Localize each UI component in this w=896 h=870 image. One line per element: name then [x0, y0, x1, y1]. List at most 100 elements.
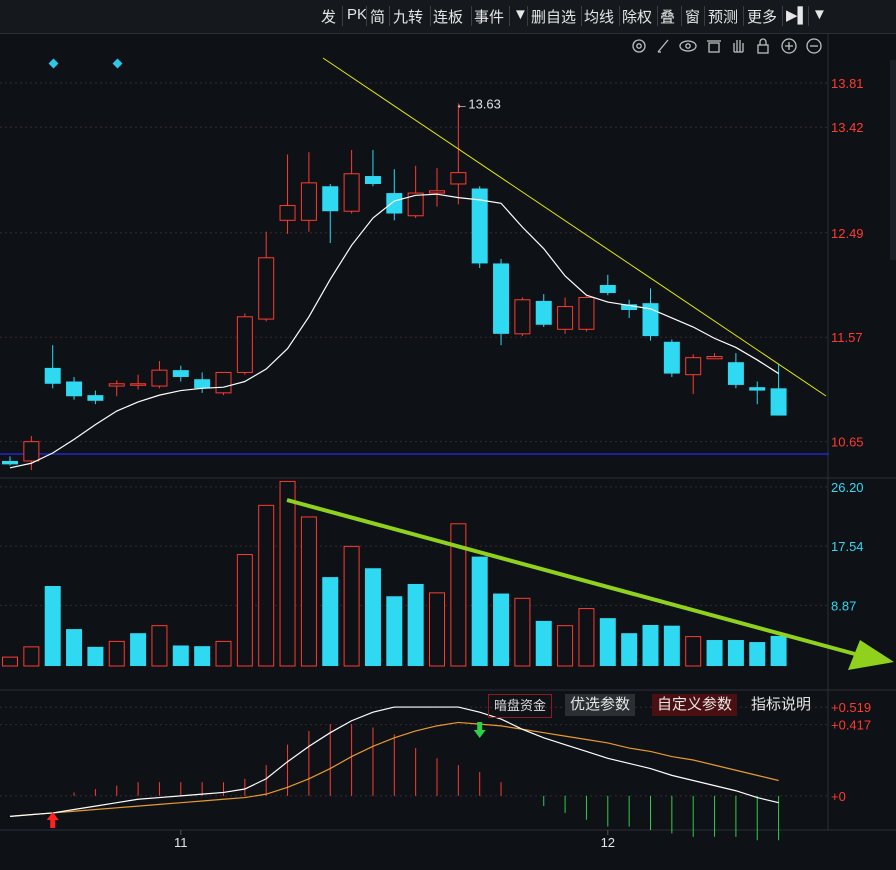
volume-tick-label: 8.87 [831, 598, 856, 613]
volume-bar [663, 625, 680, 666]
toolbar-separator [808, 6, 809, 26]
volume-bar [236, 554, 253, 667]
trend-line [322, 57, 827, 397]
dark-pool-fund-button[interactable]: 暗盘资金 [488, 694, 553, 718]
toolbar-separator [366, 6, 367, 26]
preferred-params-button[interactable]: 优选参数 [565, 694, 636, 716]
toolbar-item-12[interactable]: 预测 [708, 9, 739, 26]
zoom-out-icon[interactable] [806, 38, 822, 54]
toolbar-separator [581, 6, 582, 26]
toolbar-item-14[interactable]: ▶▌ [786, 7, 809, 24]
pen-icon-stroke [657, 39, 669, 53]
toolbar-separator [743, 6, 744, 26]
xaxis-tick-label: 11 [174, 835, 188, 850]
candle [749, 381, 766, 405]
zoom-in-icon[interactable] [781, 38, 797, 54]
volume-bar [749, 642, 766, 666]
price-tick-label: 13.42 [831, 120, 864, 135]
candle [300, 152, 317, 232]
volume-bar [727, 640, 744, 666]
volume-bar [215, 640, 232, 667]
candle-body [300, 182, 317, 221]
toolbar-item-9[interactable]: 除权 [622, 9, 653, 26]
toolbar-item-11[interactable]: 窗 [685, 9, 701, 26]
candle-body [44, 367, 61, 384]
candle-body [727, 362, 744, 385]
candle [642, 288, 659, 341]
indicator-description-button[interactable]: 指标说明 [751, 696, 812, 713]
candle-body [514, 299, 531, 335]
toolbar-item-10[interactable]: 叠 [660, 9, 676, 26]
volume-bar [2, 656, 18, 667]
toolbar-item-5[interactable]: 事件 [474, 9, 505, 26]
eye-icon[interactable] [679, 40, 697, 52]
trash-icon-body [708, 42, 720, 53]
toolbar-item-8[interactable]: 均线 [584, 9, 615, 26]
candle [599, 274, 616, 296]
volume-bar [685, 636, 702, 667]
candle-body [770, 388, 787, 416]
stock-chart: 13.81 13.42 12.49 11.57 10.65 ←13.63 26.20 17.5… [0, 33, 896, 850]
buy-signal-arrow-icon [46, 812, 59, 828]
volume-bar [279, 480, 296, 667]
candle-body [66, 381, 83, 397]
candle [706, 353, 723, 360]
volume-bar [706, 640, 723, 666]
candle-body [706, 356, 723, 360]
hand-icon[interactable] [733, 40, 744, 53]
candle [151, 361, 168, 389]
candle-body [87, 395, 104, 401]
candle [450, 103, 467, 205]
xaxis-tick-label: 12 [601, 835, 615, 850]
candle [621, 299, 638, 318]
diamond-marker-icon [48, 58, 59, 69]
volume-bar [557, 625, 574, 667]
candle-body [2, 460, 18, 465]
diamond-marker-icon [112, 58, 123, 69]
volume-bar [493, 593, 510, 666]
candle [663, 339, 680, 377]
toolbar-item-7[interactable]: 删自选 [531, 9, 577, 26]
lock-icon[interactable] [757, 38, 769, 54]
toolbar-item-3[interactable]: 九转 [393, 9, 424, 26]
toolbar-item-0[interactable]: 发 [321, 9, 337, 26]
zoom-out-icon-ring [806, 38, 822, 54]
custom-params-button[interactable]: 自定义参数 [652, 694, 738, 716]
toolbar-separator [782, 6, 783, 26]
candle-body [258, 257, 275, 320]
candle-body [130, 383, 147, 386]
candle [343, 149, 360, 214]
volume-bar [364, 568, 381, 666]
candle-body [749, 387, 766, 391]
pen-icon[interactable] [657, 39, 669, 53]
toolbar-item-15[interactable]: ▼ [812, 6, 827, 23]
volume-tick-label: 17.54 [831, 539, 864, 554]
volume-bar [258, 504, 275, 667]
volume-bar [770, 635, 787, 666]
volume-bar [172, 645, 189, 666]
trash-icon[interactable] [707, 40, 721, 53]
gear-icon[interactable] [632, 39, 646, 53]
toolbar-item-6[interactable]: ▼ [513, 6, 528, 23]
toolbar-item-1[interactable]: PK [347, 6, 368, 23]
lock-icon-body [757, 44, 769, 54]
toolbar-separator [430, 6, 431, 26]
volume-bar [407, 583, 424, 666]
toolbar-separator [527, 6, 528, 26]
toolbar-item-2[interactable]: 简 [370, 9, 386, 26]
toolbar-item-4[interactable]: 连板 [433, 9, 464, 26]
toolbar-separator [657, 6, 658, 26]
zoom-in-icon-plus [785, 42, 793, 50]
volume-bar [386, 596, 403, 666]
candle-body [535, 300, 552, 325]
candle [2, 456, 18, 466]
candle [685, 354, 702, 394]
volume-bar [429, 592, 445, 667]
trend-arrow-icon [286, 498, 894, 670]
macd-tick-label: +0 [831, 789, 846, 804]
candle-body [236, 316, 253, 373]
macd-tick-label: +0.519 [831, 700, 871, 715]
candle [108, 380, 125, 397]
eye-icon-outline [679, 40, 697, 52]
toolbar-item-13[interactable]: 更多 [747, 9, 778, 26]
